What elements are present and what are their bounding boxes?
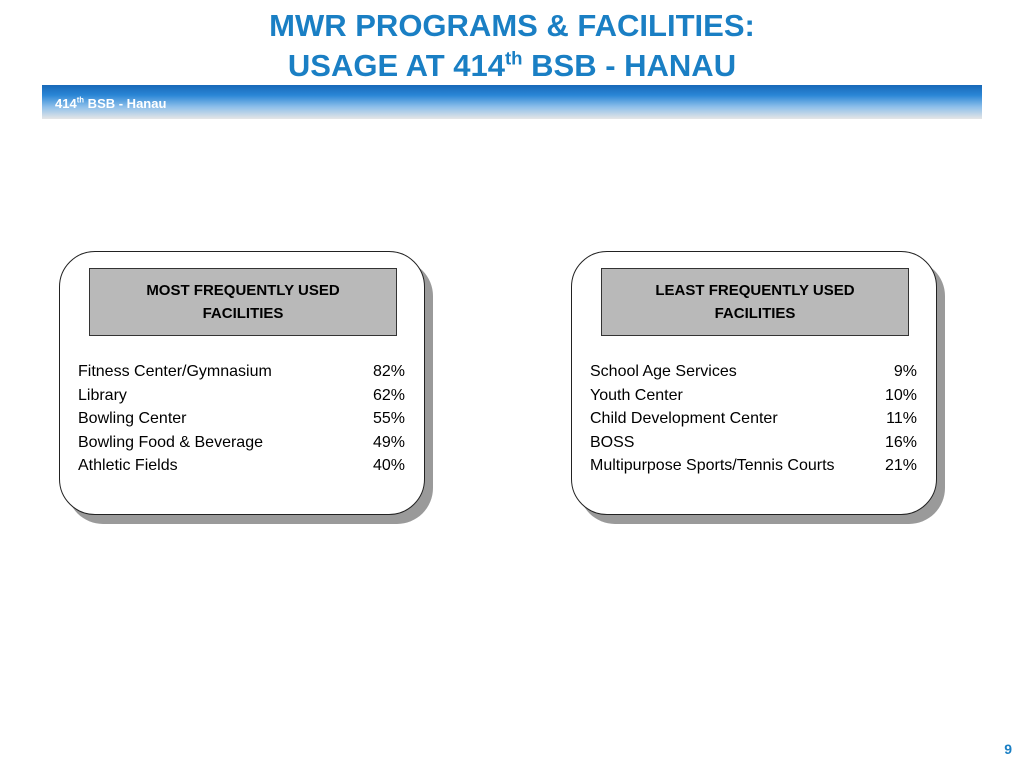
most-used-heading-text: MOST FREQUENTLY USED FACILITIES bbox=[146, 282, 340, 322]
facility-name: School Age Services bbox=[590, 363, 737, 380]
list-item: Athletic Fields 40% bbox=[78, 454, 405, 478]
list-item: Child Development Center 11% bbox=[590, 407, 917, 431]
facility-name: Bowling Food & Beverage bbox=[78, 433, 263, 451]
title-line-2-prefix: USAGE AT 414 bbox=[287, 48, 505, 83]
title-line-2-suffix: BSB - HANAU bbox=[522, 48, 737, 83]
most-used-list: Fitness Center/Gymnasium 82% Library 62% B… bbox=[78, 360, 405, 478]
band-label-prefix: 414 bbox=[55, 96, 77, 111]
facility-name: Bowling Center bbox=[78, 410, 187, 427]
title-line-2: USAGE AT 414th BSB - HANAU bbox=[0, 46, 1024, 86]
list-item: Multipurpose Sports/Tennis Courts 21% bbox=[590, 454, 917, 478]
header-band-label: 414th BSB - Hanau bbox=[55, 96, 166, 111]
usage-percent: 11% bbox=[886, 410, 917, 427]
usage-percent: 40% bbox=[372, 457, 405, 474]
facility-name: Child Development Center bbox=[590, 410, 778, 427]
slide-title: MWR PROGRAMS & FACILITIES: USAGE AT 414t… bbox=[0, 6, 1024, 86]
least-used-panel: LEAST FREQUENTLY USED FACILITIES School … bbox=[571, 251, 945, 524]
list-item: Bowling Food & Beverage 49% bbox=[78, 431, 405, 455]
least-used-heading-text: LEAST FREQUENTLY USED FACILITIES bbox=[655, 282, 855, 322]
most-used-heading: MOST FREQUENTLY USED FACILITIES bbox=[89, 268, 397, 336]
facility-name: Multipurpose Sports/Tennis Courts bbox=[590, 457, 835, 474]
facility-name: Library bbox=[78, 386, 127, 404]
header-band: 414th BSB - Hanau bbox=[42, 85, 982, 119]
list-item: Bowling Center 55% bbox=[78, 407, 405, 431]
list-item: Fitness Center/Gymnasium 82% bbox=[78, 360, 405, 384]
usage-percent: 82% bbox=[372, 363, 405, 380]
facility-name: Athletic Fields bbox=[78, 457, 178, 474]
facility-name: BOSS bbox=[590, 433, 635, 451]
usage-percent: 16% bbox=[884, 433, 917, 451]
title-line-1: MWR PROGRAMS & FACILITIES: bbox=[269, 8, 755, 43]
facility-name: Fitness Center/Gymnasium bbox=[78, 363, 272, 380]
facility-name: Youth Center bbox=[590, 386, 683, 404]
list-item: Youth Center 10% bbox=[590, 384, 917, 408]
most-used-panel: MOST FREQUENTLY USED FACILITIES Fitness … bbox=[59, 251, 433, 524]
least-used-list: School Age Services 9% Youth Center 10% Ch… bbox=[590, 360, 917, 478]
band-label-superscript: th bbox=[76, 95, 85, 105]
least-used-heading: LEAST FREQUENTLY USED FACILITIES bbox=[601, 268, 909, 336]
usage-percent: 49% bbox=[372, 433, 405, 451]
usage-percent: 55% bbox=[372, 410, 405, 427]
page-number: 9 bbox=[1004, 741, 1012, 757]
usage-percent: 21% bbox=[884, 457, 917, 474]
usage-percent: 62% bbox=[372, 386, 405, 404]
usage-percent: 9% bbox=[893, 363, 917, 380]
title-line-2-superscript: th bbox=[504, 47, 523, 69]
band-label-suffix: BSB - Hanau bbox=[84, 96, 167, 111]
list-item: School Age Services 9% bbox=[590, 360, 917, 384]
usage-percent: 10% bbox=[884, 386, 917, 404]
list-item: BOSS 16% bbox=[590, 431, 917, 455]
list-item: Library 62% bbox=[78, 384, 405, 408]
